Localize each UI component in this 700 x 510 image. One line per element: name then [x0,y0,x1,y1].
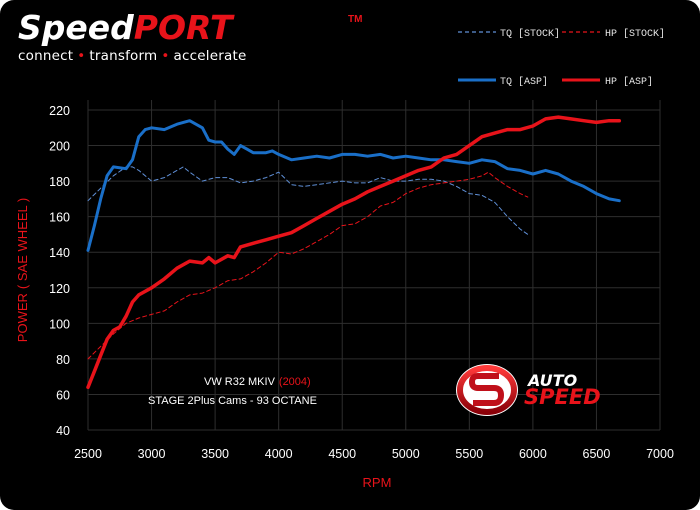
y-axis-title: POWER ( SAE WHEEL ) [15,198,30,342]
y-tick-label: 100 [49,317,70,331]
brand-wordmark: SpeedPORT [18,10,246,46]
autospeed-logo: AUTO SPEED [456,364,601,416]
x-tick-label: 6500 [583,447,611,461]
y-tick-label: 180 [49,175,70,189]
y-axis-title-units: ( SAE WHEEL ) [15,198,30,289]
y-tick-label: 140 [49,246,70,260]
grid-lines [87,100,661,431]
x-tick-label: 6000 [519,447,547,461]
y-tick-label: 160 [49,211,70,225]
trademark-mark: TM [348,14,363,25]
y-tick-label: 40 [56,424,70,438]
tagline-bullet: • [161,48,170,64]
y-axis-title-main: POWER [15,293,30,342]
legend-label-tq-asp: TQ [ASP] [500,76,548,88]
y-axis-ticks: 40 60 80 100 120 140 160 180 200 220 [49,104,70,438]
tagline-accelerate: accelerate [173,48,247,64]
autospeed-word-speed: SPEED [524,385,601,409]
legend-label-hp-stock: HP [STOCK] [605,28,665,40]
y-tick-label: 120 [49,282,70,296]
x-tick-label: 7000 [646,447,674,461]
tagline-transform: transform [89,48,158,64]
x-tick-label: 4500 [328,447,356,461]
vehicle-model: VW R32 MKIV [204,376,276,388]
series-line-hp-asp [86,115,622,390]
vehicle-year: (2004) [279,376,311,388]
x-axis-ticks: 2500 3000 3500 4000 4500 5000 5500 6000 6500 7000 [74,447,674,461]
tagline-bullet: • [77,48,86,64]
y-tick-label: 200 [49,140,70,154]
x-tick-label: 5500 [455,447,483,461]
series-line-hp-stock [87,171,529,360]
autospeed-badge-ring [457,365,517,415]
series-line-tq-asp [86,119,621,252]
x-tick-label: 5000 [392,447,420,461]
brand-tagline: connect • transform • accelerate [18,48,246,64]
series-line-tq-stock [87,166,529,235]
brand-word-port: PORT [133,8,233,47]
autospeed-word-auto: AUTO [526,371,578,390]
speedport-logo: SpeedPORT TM connect • transform • accelerat… [18,10,362,65]
x-tick-label: 3500 [201,447,229,461]
tune-label: STAGE 2Plus Cams - 93 OCTANE [148,395,317,407]
legend-label-hp-asp: HP [ASP] [605,76,653,88]
legend: TQ [STOCK] HP [STOCK] TQ [ASP] HP [ASP] [458,28,665,88]
y-tick-label: 60 [56,388,70,402]
y-tick-label: 220 [49,104,70,118]
vehicle-label: VW R32 MKIV (2004) [204,376,311,388]
y-tick-label: 80 [56,353,70,367]
brand-word-speed: Speed [18,8,134,47]
autospeed-s-icon [469,373,504,406]
x-tick-label: 4000 [265,447,293,461]
x-tick-label: 3000 [138,447,166,461]
x-axis-title: RPM [363,475,392,490]
tagline-connect: connect [18,48,74,64]
series-lines [86,115,622,390]
x-tick-label: 2500 [74,447,102,461]
legend-label-tq-stock: TQ [STOCK] [500,28,560,40]
